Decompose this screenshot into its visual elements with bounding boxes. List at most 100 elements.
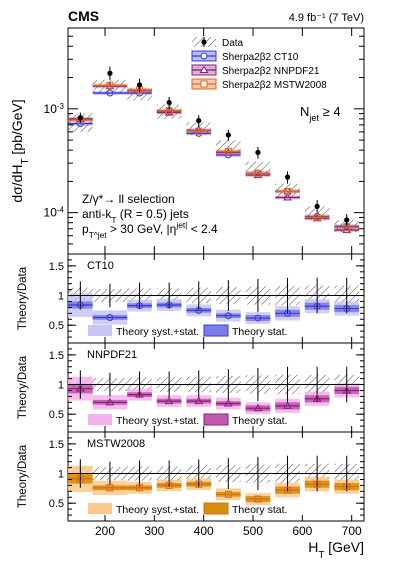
theory-marker (106, 81, 114, 89)
data-point (344, 217, 350, 223)
njet-annotation: Njet ≥ 4 (300, 104, 341, 123)
theory-marker (253, 170, 263, 179)
legend-theory-marker (199, 65, 209, 73)
ratio-y-tick-label: 1 (58, 469, 64, 481)
theory-ratio-marker (224, 312, 232, 320)
main-spectrum-panel: 10-4 10-3 Data Sherpa2β2 CT10 Sherpa2β2 NNPD… (9, 27, 365, 255)
ratio-panel-label: NNPDF21 (87, 349, 137, 361)
data-point (225, 132, 231, 138)
ratio-y-axis-title: Theory/Data (17, 444, 29, 508)
theory-ratio-marker (253, 403, 263, 412)
x-tick-label: 200 (95, 524, 115, 538)
data-point (314, 203, 320, 209)
ratio-y-tick-label: 1.5 (49, 439, 64, 451)
ratio-panel-ct10: 0.5 1 1.5 CT10 Theory syst.+stat. Theory stat… (17, 253, 365, 344)
ratio-legend-stat-label: Theory stat. (232, 415, 287, 427)
theory-marker (342, 225, 352, 234)
theory-marker (224, 147, 232, 155)
theory-ratio-marker (105, 397, 115, 406)
x-tick-label: 600 (292, 524, 312, 538)
theory-marker (106, 89, 114, 97)
ratio-legend-stat-swatch (203, 324, 229, 337)
ratio-y-tick-label: 1.5 (49, 350, 64, 362)
legend-theory-marker (200, 52, 208, 60)
theory-marker (195, 127, 203, 135)
theory-ratio-marker (136, 484, 144, 492)
ratio-y-tick-label: 1.5 (49, 261, 64, 273)
ratio-y-tick-label: 1 (58, 291, 64, 303)
ratio-legend-syst-swatch (88, 325, 112, 336)
ratio-y-tick-label: 0.5 (49, 498, 64, 510)
data-syst-box (275, 183, 300, 198)
theory-ratio-marker (135, 390, 144, 398)
theory-ratio-marker (106, 484, 114, 492)
ratio-legend-syst-label: Theory syst.+stat. (116, 504, 199, 516)
theory-ratio-marker (136, 302, 144, 310)
data-point (284, 174, 291, 180)
data-point (77, 115, 83, 121)
theory-ratio-marker (283, 401, 292, 409)
data-syst-box (245, 161, 271, 176)
lumi-label: 4.9 fb⁻¹ (7 TeV) (289, 12, 364, 24)
theory-marker (284, 187, 292, 195)
ratio-panel-label: MSTW2008 (87, 438, 145, 450)
main-plot-area (68, 66, 360, 234)
y-axis-title: dσ/dHT [pb/GeV] (9, 99, 31, 202)
theory-ratio-marker (312, 394, 322, 402)
data-point (196, 118, 202, 124)
theory-ratio-marker (343, 305, 351, 313)
theory-ratio-marker (254, 495, 262, 503)
theory-ratio-marker (76, 475, 84, 483)
ratio-y-axis-title: Theory/Data (17, 266, 29, 330)
ratio-legend-syst-swatch (88, 414, 112, 425)
theory-ratio-marker (165, 301, 173, 309)
selection-text: pT^jet > 30 GeV, |ηjet| < 2.4 (82, 220, 218, 240)
theory-ratio-marker (343, 483, 351, 491)
theory-ratio-marker (106, 313, 114, 321)
theory-ratio-marker (313, 302, 321, 310)
theory-marker (194, 125, 204, 134)
ratio-panel-label: CT10 (87, 260, 114, 272)
selection-text: anti-kT (R = 0.5) jets (82, 207, 189, 225)
ratio-plot-area (68, 366, 364, 415)
theory-ratio-marker (195, 306, 203, 314)
x-tick-label: 700 (342, 524, 362, 538)
ratio-legend-syst-swatch (88, 503, 112, 514)
theory-ratio-marker (165, 481, 173, 489)
y-tick-label: 10-3 (44, 101, 65, 116)
data-point (107, 70, 113, 76)
experiment-label: CMS (68, 8, 99, 24)
ratio-panel-nnpdf21: 0.5 1 1.5 NNPDF21 Theory syst.+stat. Theory s… (17, 342, 365, 433)
legend-label: Sherpa2β2 CT10 (222, 52, 299, 63)
theory-ratio-marker (224, 490, 232, 498)
ratio-plot-area (68, 455, 364, 505)
x-tick-label: 300 (144, 524, 164, 538)
theory-ratio-marker (223, 399, 233, 407)
legend-theory-marker (200, 80, 208, 88)
theory-ratio-marker (313, 480, 321, 488)
ratio-legend-stat-label: Theory stat. (232, 504, 287, 516)
ratio-panel-mstw2008: 0.5 1 1.5 MSTW2008 Theory syst.+stat. Theory … (17, 431, 365, 522)
selection-text: Z/γ*→ ll selection (82, 192, 175, 206)
data-syst-box (216, 140, 241, 153)
data-syst-box (186, 122, 212, 135)
ratio-y-tick-label: 1 (58, 380, 64, 392)
x-tick-label: 500 (243, 524, 263, 538)
ratio-y-tick-label: 0.5 (49, 409, 64, 421)
theory-ratio-marker (76, 301, 84, 309)
ratio-legend-stat-swatch (203, 413, 229, 426)
legend-label: Sherpa2β2 NNPDF21 (222, 66, 320, 77)
data-point (166, 99, 172, 106)
data-point (136, 82, 143, 88)
theory-ratio-marker (342, 385, 352, 394)
theory-ratio-marker (284, 486, 292, 494)
ratio-y-tick-label: 0.5 (49, 320, 64, 332)
x-axis-title: HT [GeV] (308, 539, 364, 561)
legend-label: Data (222, 38, 244, 49)
legend-label: Sherpa2β2 MSTW2008 (222, 80, 327, 91)
x-tick-label: 400 (194, 524, 214, 538)
ratio-legend-stat-swatch (203, 502, 229, 515)
theory-ratio-marker (164, 396, 174, 405)
y-tick-label: 10-4 (44, 205, 65, 220)
